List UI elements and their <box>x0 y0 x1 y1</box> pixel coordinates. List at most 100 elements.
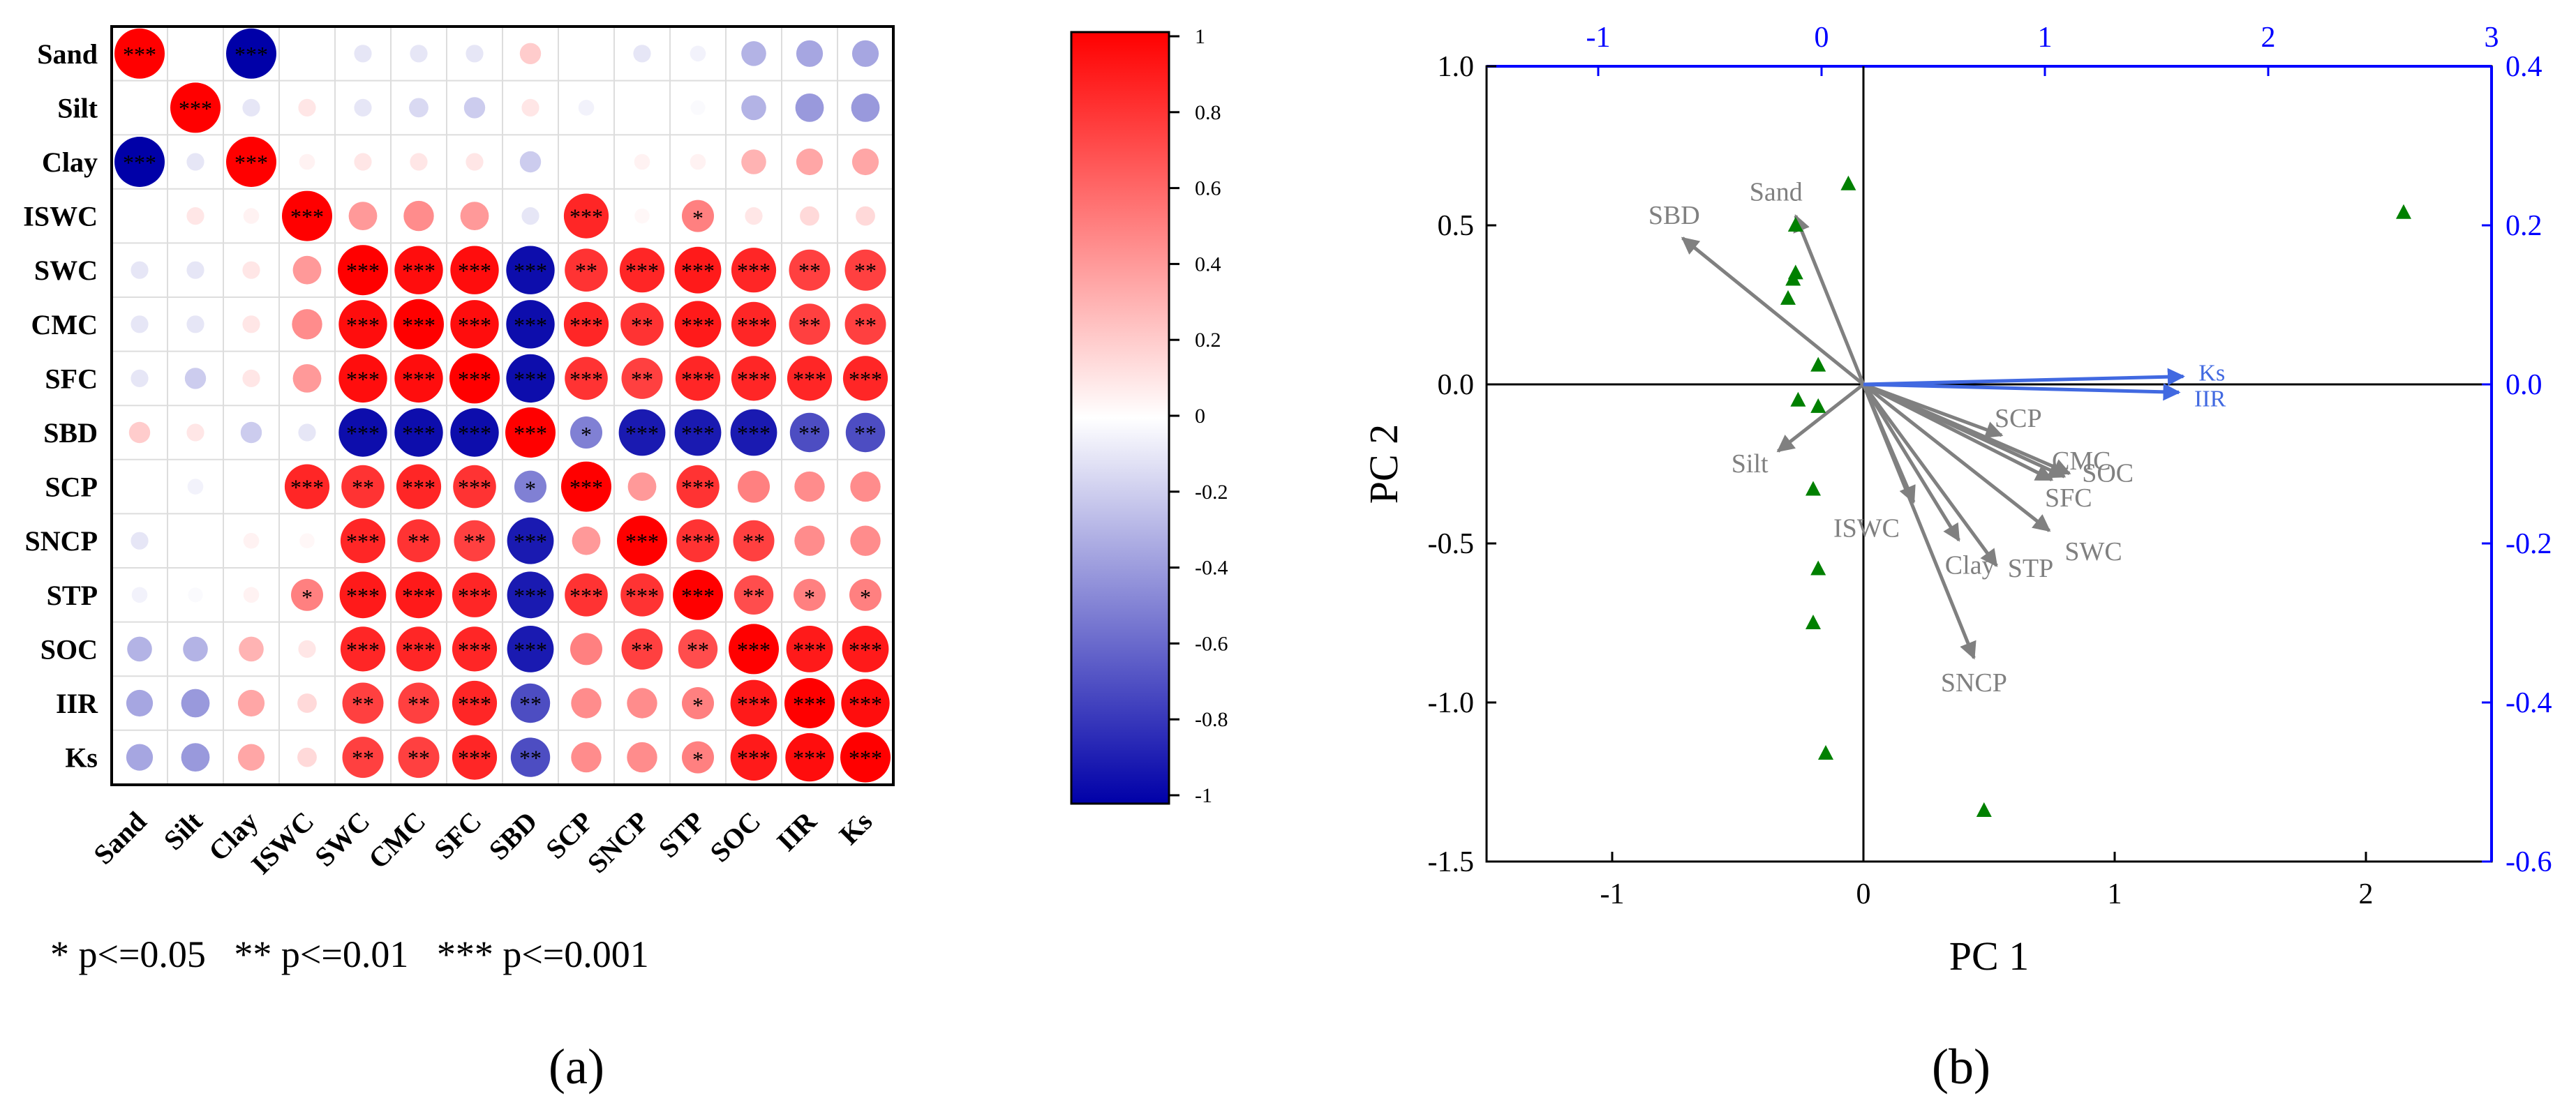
significance-mark: *** <box>346 583 380 608</box>
significance-mark: *** <box>737 691 770 716</box>
significance-mark: *** <box>849 637 882 662</box>
correlation-circle <box>449 353 500 404</box>
correlation-circle <box>297 693 317 713</box>
correlation-heatmap: *** ********* ****** *** **** *** *** *** ** *** *… <box>23 25 1228 1095</box>
correlation-circle <box>354 153 372 171</box>
correlation-circle <box>678 629 718 669</box>
correlation-circle <box>627 472 657 501</box>
correlation-circle <box>339 571 387 619</box>
significance-mark: * <box>692 693 703 718</box>
correlation-circle <box>114 28 165 79</box>
significance-mark: *** <box>625 529 659 554</box>
significance-mark: *** <box>514 258 547 283</box>
significance-mark: *** <box>234 42 268 67</box>
correlation-circle <box>850 525 881 556</box>
row-label: IIR <box>56 688 98 719</box>
correlation-circle <box>338 245 388 296</box>
loading-label: ISWC <box>1833 514 1900 543</box>
correlation-circle <box>690 100 706 115</box>
y-tick-label: 0.5 <box>1438 210 1475 242</box>
significance-mark: *** <box>402 258 435 283</box>
colorbar <box>1070 31 1170 805</box>
right-tick-label: 0.2 <box>2506 210 2543 242</box>
correlation-circle <box>284 464 330 509</box>
significance-mark: * <box>804 585 815 610</box>
loading-arrow <box>1861 383 1998 567</box>
correlation-circle <box>342 682 384 724</box>
correlation-circle <box>796 148 824 176</box>
correlation-circle <box>674 409 722 456</box>
correlation-circle <box>787 356 833 401</box>
loading-label: SNCP <box>1941 668 2007 698</box>
correlation-circle <box>186 261 204 279</box>
correlation-circle <box>394 354 443 403</box>
correlation-circle <box>745 207 763 225</box>
correlation-circle <box>463 97 486 119</box>
correlation-circle <box>450 408 499 457</box>
correlation-circle <box>394 408 443 457</box>
correlation-circle <box>676 465 720 509</box>
loading-arrow <box>1861 384 1976 660</box>
significance-mark: *** <box>290 475 324 500</box>
top-tick-label: 1 <box>2038 22 2053 54</box>
correlation-circle <box>730 734 777 781</box>
correlation-circle <box>506 246 555 294</box>
correlation-circle <box>354 45 372 63</box>
correlation-circle <box>674 246 722 294</box>
significance-mark: *** <box>681 421 715 446</box>
loading-label: Sand <box>1750 177 1803 206</box>
y-tick-label: -1.0 <box>1428 687 1475 719</box>
significance-mark: *** <box>681 258 715 283</box>
significance-mark: *** <box>402 637 435 662</box>
colorbar-tick-label: -1 <box>1195 784 1212 807</box>
correlation-circle <box>789 412 830 453</box>
significance-mark: ** <box>408 691 430 716</box>
correlation-circle <box>291 578 323 611</box>
correlation-circle <box>785 732 834 782</box>
significance-mark: *** <box>681 313 715 338</box>
top-tick-label: -1 <box>1586 22 1611 54</box>
correlation-circle <box>510 683 551 723</box>
correlation-circle <box>565 356 608 400</box>
significance-mark: *** <box>681 583 715 608</box>
loading-arrow <box>1793 214 1866 385</box>
score-point <box>1810 356 1826 372</box>
correlation-circle <box>570 633 602 666</box>
correlation-circle <box>242 315 260 333</box>
x-tick-label: 0 <box>1856 878 1871 910</box>
significance-mark: *** <box>569 204 603 230</box>
correlation-circle <box>186 153 204 171</box>
correlation-circle <box>340 518 386 564</box>
heatmap-cells: *** ********* ****** *** **** *** *** *** ** *** *… <box>114 28 891 783</box>
correlation-circle <box>519 43 542 64</box>
significance-mark: *** <box>625 583 659 608</box>
significance-mark: *** <box>123 150 156 175</box>
column-label: SFC <box>428 806 487 865</box>
correlation-circle <box>729 624 779 675</box>
score-point <box>1818 744 1833 760</box>
correlation-circle <box>297 747 317 767</box>
significance-mark: ** <box>575 258 597 283</box>
correlation-circle <box>690 45 706 62</box>
significance-mark: ** <box>631 313 653 338</box>
significance-mark: *** <box>179 96 212 121</box>
correlation-circle <box>466 153 484 171</box>
correlation-circle <box>844 249 886 291</box>
significance-mark: *** <box>737 313 770 338</box>
correlation-circle <box>741 95 766 121</box>
correlation-circle <box>572 526 601 555</box>
correlation-circle <box>561 461 611 512</box>
correlation-circle <box>396 464 442 509</box>
significance-mark: * <box>692 747 703 772</box>
correlation-circle <box>186 207 204 225</box>
significance-mark: *** <box>849 366 882 391</box>
row-label: Sand <box>37 38 98 70</box>
significance-legend: * p<=0.05 ** p<=0.01 *** p<=0.001 <box>50 933 649 975</box>
significance-mark: *** <box>737 421 770 446</box>
correlation-circle <box>131 315 149 333</box>
significance-mark: *** <box>514 583 547 608</box>
loading-label: SFC <box>2045 483 2092 513</box>
correlation-circle <box>733 520 775 562</box>
correlation-circle <box>789 303 831 345</box>
correlation-circle <box>571 688 602 719</box>
